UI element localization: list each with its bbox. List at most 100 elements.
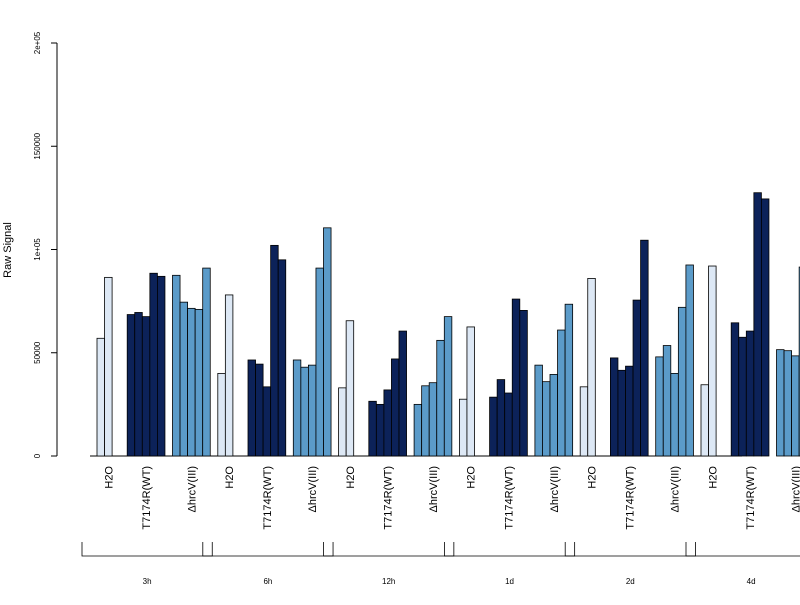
bar <box>670 372 679 457</box>
bar <box>391 358 400 457</box>
bar <box>436 339 445 457</box>
group-bracket <box>81 542 213 557</box>
bar <box>504 392 513 457</box>
bar <box>202 267 211 457</box>
group-label: 3h <box>143 577 152 586</box>
bar <box>277 259 287 457</box>
condition-label: T7174R(WT) <box>503 466 515 530</box>
bar <box>179 301 189 457</box>
bar <box>655 356 664 457</box>
bar <box>557 329 566 457</box>
bar <box>292 359 302 457</box>
group-bracket <box>323 542 455 557</box>
bar <box>345 320 355 457</box>
bar <box>172 274 181 457</box>
y-tick-label: 150000 <box>33 132 42 159</box>
y-tick-label: 50000 <box>33 341 42 364</box>
bar <box>549 374 558 457</box>
bar <box>791 355 800 457</box>
group-label: 4d <box>747 577 756 586</box>
bar <box>338 387 347 457</box>
condition-label: ΔhrcV(III) <box>428 466 440 512</box>
bar <box>156 275 166 457</box>
y-tick-label: 1e+05 <box>33 238 42 261</box>
bar <box>323 227 332 457</box>
condition-label: H2O <box>587 466 599 489</box>
bar <box>730 322 740 457</box>
bar <box>96 337 105 457</box>
bar <box>466 326 475 457</box>
bar <box>224 294 234 457</box>
bar <box>617 369 626 457</box>
bar <box>625 365 634 457</box>
bar <box>511 298 521 457</box>
bar <box>375 403 385 457</box>
group-bracket <box>202 542 334 557</box>
condition-label: ΔhrcV(III) <box>670 466 682 512</box>
condition-label: ΔhrcV(III) <box>790 466 800 512</box>
bar <box>564 303 574 457</box>
bar <box>708 265 717 457</box>
bar <box>262 386 272 457</box>
y-axis-label: Raw Signal <box>2 222 14 278</box>
bar <box>428 382 438 457</box>
bar <box>489 396 498 457</box>
bar <box>542 381 551 457</box>
condition-label: ΔhrcV(III) <box>307 466 319 512</box>
bar <box>383 389 392 457</box>
condition-label: H2O <box>103 466 115 489</box>
group-label: 12h <box>382 577 395 586</box>
bar <box>443 316 453 457</box>
condition-label: ΔhrcV(III) <box>549 466 561 512</box>
bar <box>141 316 151 457</box>
bar <box>632 299 641 457</box>
group-label: 2d <box>626 577 635 586</box>
condition-label: H2O <box>466 466 478 489</box>
condition-label: ΔhrcV(III) <box>186 466 198 512</box>
bar <box>783 350 792 457</box>
bar <box>761 198 770 457</box>
y-tick-label: 2e+05 <box>33 31 42 54</box>
bar <box>300 366 309 457</box>
group-label: 6h <box>263 577 272 586</box>
bar <box>315 267 324 457</box>
group-bracket <box>685 542 800 557</box>
condition-label: T7174R(WT) <box>383 466 395 530</box>
condition-label: T7174R(WT) <box>745 466 757 530</box>
bar <box>610 357 619 457</box>
bar <box>194 308 204 457</box>
bar <box>149 272 158 457</box>
bar <box>662 345 672 457</box>
group-bracket <box>444 542 576 557</box>
condition-label: H2O <box>707 466 719 489</box>
bar <box>421 385 430 457</box>
y-tick-label: 0 <box>33 453 42 458</box>
bar <box>534 364 543 457</box>
bar <box>685 264 694 457</box>
bar <box>458 398 468 457</box>
bar <box>519 310 528 457</box>
bar <box>255 363 264 457</box>
bar <box>587 278 596 457</box>
condition-label: T7174R(WT) <box>624 466 636 530</box>
bar <box>738 336 747 457</box>
bar <box>104 276 113 457</box>
bar <box>579 386 589 457</box>
bar <box>270 244 279 457</box>
bar <box>398 330 407 457</box>
condition-label: T7174R(WT) <box>141 466 153 530</box>
bar <box>134 312 143 457</box>
bar <box>776 349 785 457</box>
bar <box>677 306 687 457</box>
group-label: 1d <box>505 577 514 586</box>
condition-label: T7174R(WT) <box>262 466 274 530</box>
condition-label: H2O <box>224 466 236 489</box>
bar <box>368 400 377 457</box>
condition-label: H2O <box>345 466 357 489</box>
bar <box>187 307 196 457</box>
bar <box>413 403 423 457</box>
bar <box>217 372 226 457</box>
bar <box>247 359 256 457</box>
